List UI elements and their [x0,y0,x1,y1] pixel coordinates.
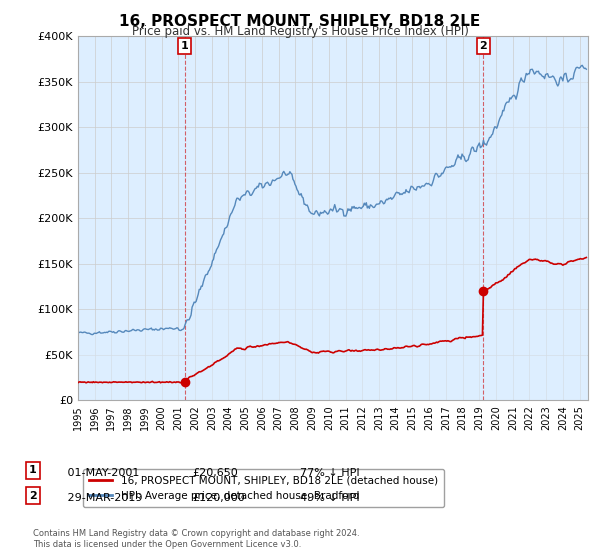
Legend: 16, PROSPECT MOUNT, SHIPLEY, BD18 2LE (detached house), HPI: Average price, deta: 16, PROSPECT MOUNT, SHIPLEY, BD18 2LE (d… [83,469,444,507]
Text: £20,650: £20,650 [192,468,238,478]
Text: Price paid vs. HM Land Registry's House Price Index (HPI): Price paid vs. HM Land Registry's House … [131,25,469,38]
Text: Contains HM Land Registry data © Crown copyright and database right 2024.
This d: Contains HM Land Registry data © Crown c… [33,529,359,549]
Text: 1: 1 [181,41,188,51]
Text: 49% ↓ HPI: 49% ↓ HPI [300,493,359,503]
Text: 2: 2 [29,491,37,501]
Text: £120,000: £120,000 [192,493,245,503]
Text: 01-MAY-2001: 01-MAY-2001 [57,468,139,478]
Text: 2: 2 [479,41,487,51]
Text: 77% ↓ HPI: 77% ↓ HPI [300,468,359,478]
Text: 16, PROSPECT MOUNT, SHIPLEY, BD18 2LE: 16, PROSPECT MOUNT, SHIPLEY, BD18 2LE [119,14,481,29]
Text: 29-MAR-2019: 29-MAR-2019 [57,493,143,503]
Text: 1: 1 [29,465,37,475]
